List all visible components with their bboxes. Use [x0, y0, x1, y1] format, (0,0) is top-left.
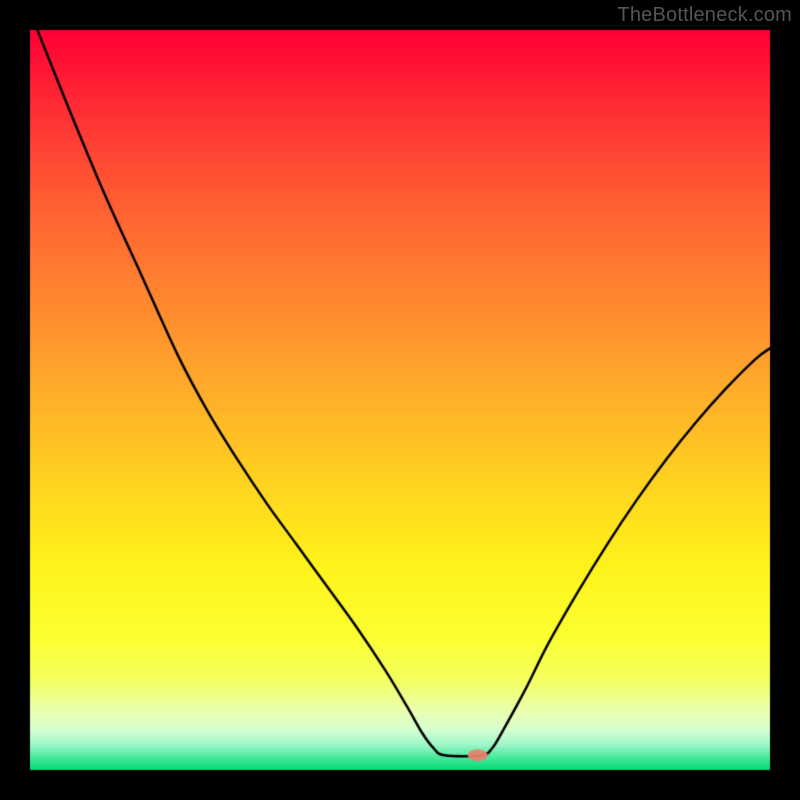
bottleneck-chart-canvas: [0, 0, 800, 800]
chart-root: TheBottleneck.com: [0, 0, 800, 800]
watermark-text: TheBottleneck.com: [617, 4, 792, 27]
